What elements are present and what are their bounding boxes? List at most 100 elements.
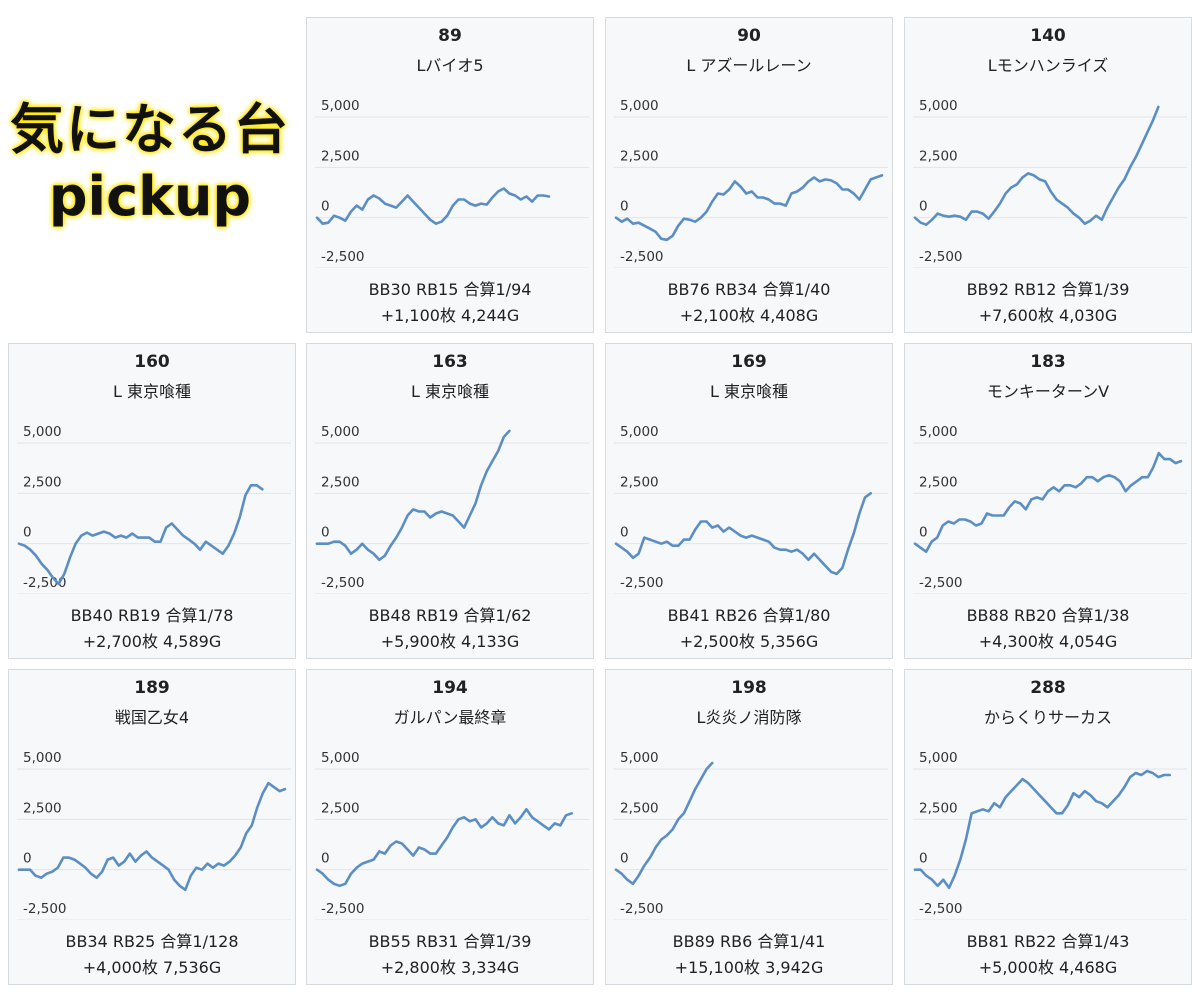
machine-number: 163 bbox=[432, 352, 468, 372]
machine-number: 183 bbox=[1030, 352, 1066, 372]
bonus-stats: BB41 RB26 合算1/80 bbox=[667, 606, 831, 625]
medal-games-stats: +15,100枚 3,942G bbox=[674, 958, 824, 977]
series-line bbox=[614, 492, 873, 576]
y-tick-label: 0 bbox=[919, 851, 928, 867]
series-line bbox=[315, 808, 574, 888]
machine-name: 戦国乙女4 bbox=[114, 708, 190, 727]
machine-name: Lバイオ5 bbox=[416, 56, 484, 75]
y-tick-label: 0 bbox=[620, 851, 629, 867]
y-tick-label: 0 bbox=[919, 199, 928, 215]
y-tick-label: 2,500 bbox=[620, 800, 659, 816]
bonus-stats: BB76 RB34 合算1/40 bbox=[667, 280, 831, 299]
series-line bbox=[17, 484, 264, 586]
chart-card: 89 Lバイオ5 5,000 2,500 0 -2,500 BB30 RB15 合算1/94… bbox=[306, 17, 594, 333]
bonus-stats: BB92 RB12 合算1/39 bbox=[966, 280, 1130, 299]
y-tick-label: -2,500 bbox=[919, 575, 963, 591]
bonus-stats: BB34 RB25 合算1/128 bbox=[65, 932, 239, 951]
y-tick-label: -2,500 bbox=[23, 901, 67, 917]
machine-number: 160 bbox=[134, 352, 170, 372]
machine-name: L 東京喰種 bbox=[709, 382, 788, 401]
machine-name: からくりサーカス bbox=[983, 708, 1112, 727]
y-tick-label: -2,500 bbox=[919, 249, 963, 265]
medal-games-stats: +4,300枚 4,054G bbox=[978, 632, 1118, 651]
y-tick-label: 5,000 bbox=[321, 98, 360, 114]
machine-number: 189 bbox=[134, 678, 170, 698]
y-tick-label: 5,000 bbox=[620, 98, 659, 114]
medal-games-stats: +1,100枚 4,244G bbox=[380, 306, 520, 325]
y-tick-label: 5,000 bbox=[919, 98, 958, 114]
y-tick-label: 5,000 bbox=[321, 424, 360, 440]
y-tick-label: 5,000 bbox=[919, 424, 958, 440]
medal-games-stats: +4,000枚 7,536G bbox=[82, 958, 222, 977]
chart-card: 183 モンキーターンV 5,000 2,500 0 -2,500 BB88 RB20 合算… bbox=[904, 343, 1192, 659]
y-tick-label: 0 bbox=[321, 199, 330, 215]
y-tick-label: -2,500 bbox=[321, 249, 365, 265]
chart-card: 140 Lモンハンライズ 5,000 2,500 0 -2,500 BB92 RB12 合算… bbox=[904, 17, 1192, 333]
line-chart: 5,000 2,500 0 -2,500 bbox=[913, 750, 1187, 920]
series-line bbox=[913, 451, 1183, 553]
line-chart: 5,000 2,500 0 -2,500 bbox=[614, 750, 888, 920]
y-tick-label: 2,500 bbox=[23, 474, 62, 490]
y-tick-label: -2,500 bbox=[620, 249, 664, 265]
bonus-stats: BB48 RB19 合算1/62 bbox=[368, 606, 532, 625]
chart-card: 90 L アズールレーン 5,000 2,500 0 -2,500 BB76 RB34 合算… bbox=[605, 17, 893, 333]
machine-number: 288 bbox=[1030, 678, 1066, 698]
bonus-stats: BB81 RB22 合算1/43 bbox=[966, 932, 1130, 951]
y-tick-label: 2,500 bbox=[919, 474, 958, 490]
y-tick-label: 0 bbox=[919, 525, 928, 541]
bonus-stats: BB88 RB20 合算1/38 bbox=[966, 606, 1130, 625]
medal-games-stats: +2,500枚 5,356G bbox=[679, 632, 819, 651]
y-tick-label: 2,500 bbox=[321, 148, 360, 164]
machine-name: L 東京喰種 bbox=[112, 382, 191, 401]
chart-card: 198 L炎炎ノ消防隊 5,000 2,500 0 -2,500 BB89 RB6 合算1/… bbox=[605, 669, 893, 985]
series-line bbox=[315, 429, 511, 562]
machine-name: ガルパン最終章 bbox=[393, 708, 507, 727]
machine-name: L炎炎ノ消防隊 bbox=[696, 708, 802, 727]
machine-name: モンキーターンV bbox=[986, 382, 1110, 401]
bonus-stats: BB30 RB15 合算1/94 bbox=[368, 280, 532, 299]
logo-title: 気になる台 bbox=[10, 98, 290, 161]
series-line bbox=[913, 769, 1172, 890]
machine-number: 198 bbox=[731, 678, 767, 698]
y-tick-label: -2,500 bbox=[321, 901, 365, 917]
line-chart: 5,000 2,500 0 -2,500 bbox=[913, 424, 1187, 594]
y-tick-label: -2,500 bbox=[620, 575, 664, 591]
y-tick-label: -2,500 bbox=[620, 901, 664, 917]
medal-games-stats: +5,900枚 4,133G bbox=[380, 632, 520, 651]
machine-name: L アズールレーン bbox=[686, 56, 812, 75]
y-tick-label: -2,500 bbox=[321, 575, 365, 591]
bonus-stats: BB40 RB19 合算1/78 bbox=[70, 606, 234, 625]
series-line bbox=[614, 761, 714, 886]
machine-number: 194 bbox=[432, 678, 468, 698]
y-tick-label: 2,500 bbox=[321, 800, 360, 816]
machine-number: 90 bbox=[737, 26, 761, 46]
y-tick-label: 2,500 bbox=[321, 474, 360, 490]
logo-subtitle: pickup bbox=[48, 165, 252, 228]
y-tick-label: 2,500 bbox=[23, 800, 62, 816]
y-tick-label: 5,000 bbox=[919, 750, 958, 766]
y-tick-label: 2,500 bbox=[919, 148, 958, 164]
medal-games-stats: +2,700枚 4,589G bbox=[82, 632, 222, 651]
series-line bbox=[17, 781, 287, 892]
series-line bbox=[315, 187, 551, 225]
chart-card: 163 L 東京喰種 5,000 2,500 0 -2,500 BB48 RB19 合算1/… bbox=[306, 343, 594, 659]
series-line bbox=[614, 174, 884, 242]
y-tick-label: 2,500 bbox=[919, 800, 958, 816]
chart-card: 189 戦国乙女4 5,000 2,500 0 -2,500 BB34 RB25 合算1/1… bbox=[8, 669, 296, 985]
y-tick-label: 5,000 bbox=[620, 750, 659, 766]
y-tick-label: 5,000 bbox=[321, 750, 360, 766]
medal-games-stats: +2,100枚 4,408G bbox=[679, 306, 819, 325]
chart-card: 160 L 東京喰種 5,000 2,500 0 -2,500 BB40 RB19 合算1/… bbox=[8, 343, 296, 659]
medal-games-stats: +2,800枚 3,334G bbox=[380, 958, 520, 977]
y-tick-label: 2,500 bbox=[620, 474, 659, 490]
bonus-stats: BB55 RB31 合算1/39 bbox=[368, 932, 532, 951]
bonus-stats: BB89 RB6 合算1/41 bbox=[672, 932, 826, 951]
y-tick-label: -2,500 bbox=[919, 901, 963, 917]
machine-number: 140 bbox=[1030, 26, 1066, 46]
